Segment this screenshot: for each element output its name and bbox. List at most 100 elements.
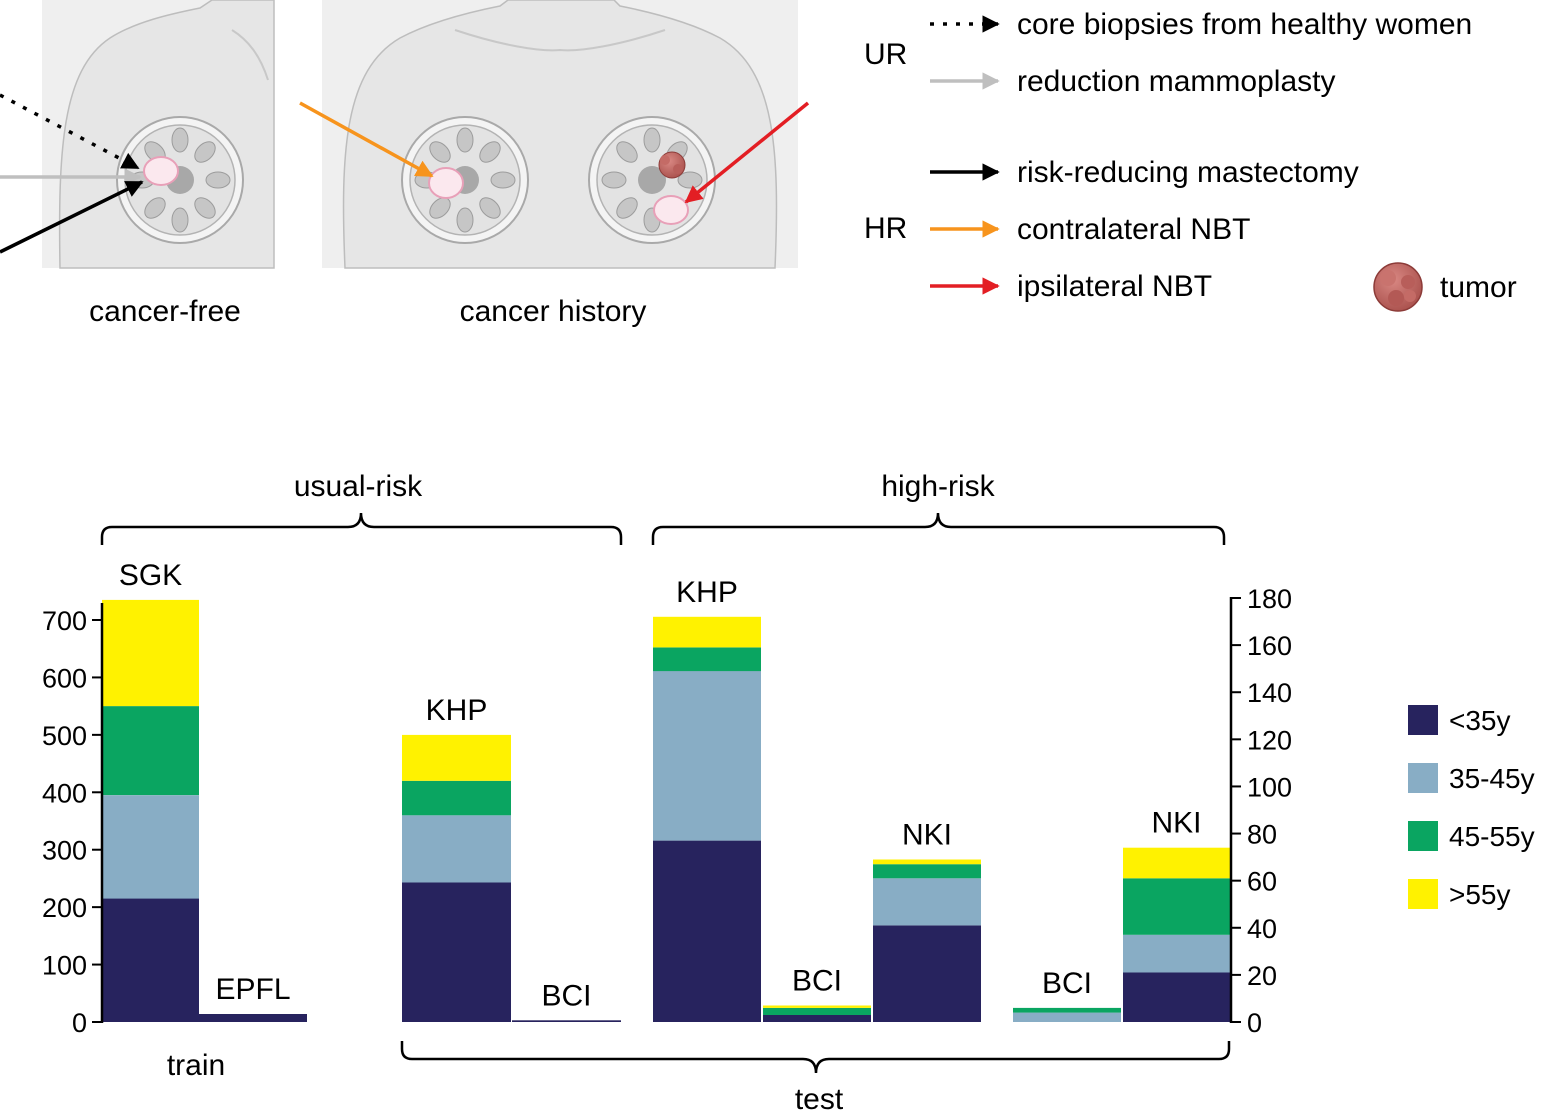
arrow-ipsilateral-nbt — [684, 101, 810, 204]
brackets: usual-risk high-risk train test — [100, 470, 1231, 1116]
left-tick-label-7: 700 — [42, 606, 87, 636]
arrow-contralateral-nbt — [299, 101, 434, 178]
age-legend: <35y 35-45y 45-55y >55y — [1408, 705, 1535, 910]
bar-segment-9-3 — [1123, 878, 1230, 935]
bar-segment-2-1 — [199, 1014, 307, 1022]
left-axis: 0 100 200 300 400 500 600 700 — [42, 603, 104, 1038]
bar-segment-7-2 — [873, 878, 981, 926]
bar-label-5: KHP — [676, 576, 738, 609]
bar-segment-1-4 — [102, 599, 199, 707]
torso-cancer-free — [42, 0, 275, 269]
bar-segment-9-4 — [1123, 847, 1230, 879]
group-label-hr: HR — [864, 212, 907, 245]
tumor-legend-icon — [1373, 262, 1423, 312]
left-tick-label-6: 600 — [42, 663, 87, 693]
bar-segment-5-4 — [653, 616, 761, 648]
bracket-usual-risk — [100, 512, 623, 545]
bar-segment-6-4 — [763, 1005, 871, 1008]
legend-label-reduction-mammoplasty: reduction mammoplasty — [1017, 65, 1335, 98]
bar-segment-4-1 — [512, 1020, 621, 1022]
bar-segment-8-3 — [1013, 1007, 1121, 1013]
right-tick-label-7: 140 — [1247, 678, 1292, 708]
bracket-high-risk — [651, 512, 1226, 545]
panel-label-cancer-free: cancer-free — [89, 295, 241, 328]
bracket-label-usual-risk: usual-risk — [294, 470, 423, 503]
right-tick-label-2: 40 — [1247, 914, 1277, 944]
bracket-label-test: test — [795, 1083, 844, 1116]
bar-label-6: BCI — [792, 965, 842, 998]
contralateral-site-ellipse — [428, 167, 464, 199]
bar-segment-3-3 — [402, 780, 511, 816]
legend-label-1: <35y — [1449, 705, 1511, 736]
panel-label-cancer-history: cancer history — [460, 295, 647, 328]
bar-label-2: EPFL — [215, 973, 290, 1006]
left-tick-label-2: 200 — [42, 893, 87, 923]
right-tick-label-1: 20 — [1247, 961, 1277, 991]
arrow-risk-reducing-mastectomy — [0, 180, 144, 254]
right-axis: 0 20 40 60 80 100 120 140 160 180 — [1229, 584, 1292, 1038]
left-tick-label-1: 100 — [42, 951, 87, 981]
bar-label-9: NKI — [1151, 807, 1201, 840]
breast-glands-left — [116, 116, 244, 244]
legend-label-core-biopsies: core biopsies from healthy women — [1017, 8, 1472, 41]
legend-swatch-3 — [1408, 821, 1438, 851]
legend-label-3: 45-55y — [1449, 821, 1535, 852]
left-tick-label-5: 500 — [42, 721, 87, 751]
breast-glands-left-hist — [588, 116, 716, 244]
bracket-label-high-risk: high-risk — [881, 470, 995, 503]
bar-segment-3-2 — [402, 815, 511, 883]
bar-segment-1-2 — [102, 795, 199, 899]
group-label-ur: UR — [864, 38, 907, 71]
biopsy-site-ellipse — [143, 156, 179, 186]
bar-segment-7-4 — [873, 859, 981, 865]
legend-label-contralateral-nbt: contralateral NBT — [1017, 213, 1250, 246]
right-tick-label-0: 0 — [1247, 1008, 1262, 1038]
legend-label-4: >55y — [1449, 879, 1511, 910]
tumor-icon — [658, 151, 686, 179]
legend-label-tumor: tumor — [1440, 271, 1517, 304]
bar-segment-1-3 — [102, 706, 199, 796]
right-tick-label-6: 120 — [1247, 725, 1292, 755]
bar-segment-6-1 — [763, 1014, 871, 1022]
bar-segment-9-1 — [1123, 972, 1230, 1022]
bar-segment-5-1 — [653, 840, 761, 1022]
bar-segment-3-1 — [402, 882, 511, 1022]
bar-segment-7-1 — [873, 925, 981, 1022]
bar-segment-9-2 — [1123, 934, 1230, 973]
torso-cancer-history — [322, 0, 798, 269]
legend-label-2: 35-45y — [1449, 763, 1535, 794]
arrow-core-biopsies — [0, 93, 140, 170]
bracket-label-train: train — [167, 1049, 225, 1082]
bracket-test — [400, 1041, 1231, 1074]
bar-label-7: NKI — [902, 819, 952, 852]
right-tick-label-5: 100 — [1247, 772, 1292, 802]
bar-segment-3-4 — [402, 734, 511, 781]
left-tick-label-3: 300 — [42, 836, 87, 866]
right-tick-label-8: 160 — [1247, 631, 1292, 661]
bar-label-1: SGK — [119, 559, 182, 592]
bar-segment-8-2 — [1013, 1012, 1121, 1022]
bar-segment-6-3 — [763, 1007, 871, 1015]
bar-label-4: BCI — [541, 979, 591, 1012]
breast-glands-right — [401, 116, 529, 244]
right-tick-label-4: 80 — [1247, 820, 1277, 850]
legend-swatch-1 — [1408, 705, 1438, 735]
left-tick-label-4: 400 — [42, 778, 87, 808]
bar-segment-5-3 — [653, 647, 761, 672]
bar-label-3: KHP — [426, 694, 488, 727]
right-tick-label-9: 180 — [1247, 584, 1292, 614]
bar-segment-1-1 — [102, 898, 199, 1022]
legend-label-risk-reducing-mastectomy: risk-reducing mastectomy — [1017, 156, 1359, 189]
legend-swatch-2 — [1408, 763, 1438, 793]
legend-label-ipsilateral-nbt: ipsilateral NBT — [1017, 270, 1212, 303]
bar-labels: SGK EPFL KHP BCI KHP BCI NKI BCI NKI — [119, 559, 1202, 1012]
right-tick-label-3: 60 — [1247, 867, 1277, 897]
legend-swatch-4 — [1408, 879, 1438, 909]
bar-label-8: BCI — [1042, 967, 1092, 1000]
bar-segment-7-3 — [873, 864, 981, 879]
bar-segment-5-2 — [653, 671, 761, 841]
illustration-legend: UR HR core biopsies from healthy women r… — [864, 8, 1517, 312]
left-tick-label-0: 0 — [72, 1008, 87, 1038]
bars — [102, 599, 1230, 1022]
